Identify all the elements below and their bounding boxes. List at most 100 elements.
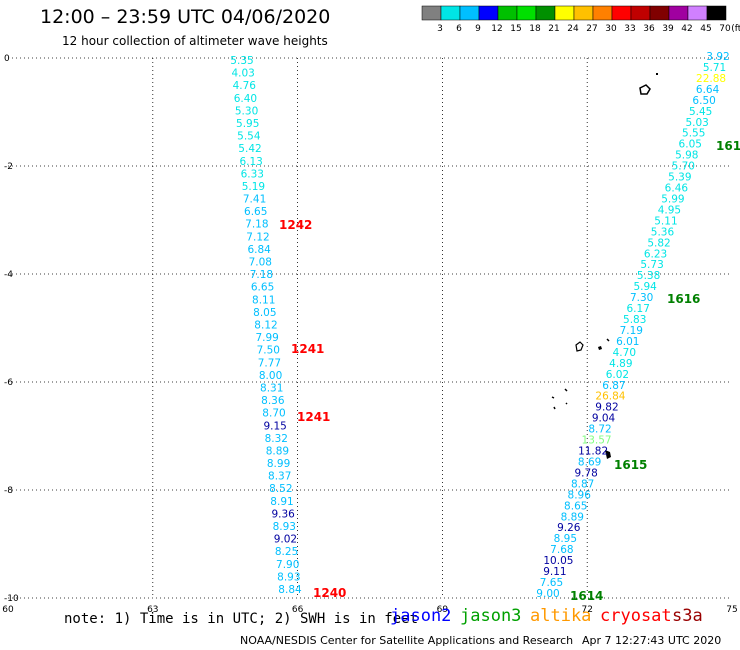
swh-reading: 5.54: [237, 131, 261, 143]
legend-swatch: [516, 5, 537, 21]
altimeter-tracks: 5.354.034.766.405.305.955.545.426.136.33…: [230, 51, 729, 600]
swh-reading: 5.39: [668, 172, 691, 184]
swh-reading: 7.41: [243, 194, 266, 206]
swh-reading: 6.65: [244, 206, 267, 218]
legend-tick-label: 33: [624, 24, 635, 34]
legend-swatch: [421, 5, 442, 21]
island-shape: [605, 450, 611, 459]
longitude-tick-label: 60: [2, 605, 14, 615]
latitude-tick-label: 0: [4, 54, 10, 64]
swh-reading: 8.25: [275, 546, 298, 558]
swh-reading: 5.35: [230, 55, 253, 67]
legend-swatch: [649, 5, 670, 21]
swh-reading: 6.50: [692, 95, 715, 107]
legend-tick-label: 9: [475, 24, 481, 34]
swh-reading: 8.93: [277, 571, 300, 583]
swh-reading: 8.96: [568, 489, 592, 501]
legend-tick-label: 39: [662, 24, 674, 34]
swh-reading: 7.68: [550, 544, 573, 556]
legend-swatch: [478, 5, 499, 21]
legend-tick-label: 3: [437, 24, 443, 34]
latitude-tick-label: -6: [4, 378, 13, 388]
swh-reading: 5.94: [633, 281, 657, 293]
legend-tick-label: 45: [700, 24, 711, 34]
swh-reading: 5.99: [661, 193, 684, 205]
swh-reading: 5.19: [242, 181, 265, 193]
page-title: 12:00 – 23:59 UTC 04/06/2020: [40, 6, 331, 28]
coastline: [551, 73, 658, 459]
legend-swatch: [706, 5, 727, 21]
legend-tick-label: 70: [719, 24, 731, 34]
legend-swatch: [611, 5, 632, 21]
swh-reading: 22.88: [696, 73, 726, 85]
island-shape: [575, 341, 584, 352]
swh-reading: 5.55: [682, 128, 705, 140]
swh-reading: 5.36: [651, 226, 675, 238]
swh-reading: 5.98: [675, 150, 698, 162]
swh-reading: 9.26: [557, 522, 581, 534]
swh-reading: 8.84: [278, 584, 302, 596]
swh-reading: 4.03: [231, 68, 254, 80]
legend-tick-label: 6: [456, 24, 462, 34]
swh-reading: 8.91: [270, 496, 293, 508]
legend-tick-label: 42: [681, 24, 692, 34]
longitude-tick-label: 75: [726, 605, 737, 615]
swh-reading: 4.89: [609, 358, 632, 370]
swh-reading: 4.70: [613, 347, 636, 359]
swh-reading: 8.72: [588, 424, 611, 436]
longitude-tick-label: 63: [147, 605, 158, 615]
time-labels: 1242 1241 1241 1240 161 1616 1615 1614: [279, 139, 740, 603]
legend-swatch: [592, 5, 613, 21]
swh-reading: 5.45: [689, 106, 712, 118]
swh-reading: 3.92: [706, 51, 729, 63]
swh-reading: 8.31: [260, 382, 283, 394]
swh-reading: 8.00: [259, 370, 282, 382]
legend-swatch: [668, 5, 689, 21]
longitude-tick-label: 72: [581, 605, 592, 615]
legend-unit: (ft): [731, 24, 740, 34]
pass-time-label: 1240: [313, 586, 346, 600]
swh-reading: 6.01: [616, 336, 639, 348]
swh-reading: 5.82: [647, 237, 670, 249]
legend-tick-label: 36: [643, 24, 655, 34]
pass-time-label: 1614: [570, 589, 603, 603]
longitude-tick-label: 69: [437, 605, 449, 615]
legend-swatch: [554, 5, 575, 21]
pass-time-label: 161: [716, 139, 740, 153]
pass-time-label: 1241: [291, 342, 324, 356]
legend-swatch: [497, 5, 518, 21]
longitude-tick-label: 66: [292, 605, 304, 615]
swh-reading: 9.78: [574, 467, 597, 479]
swh-reading: 5.73: [640, 259, 663, 271]
legend-tick-label: 18: [529, 24, 541, 34]
swh-reading: 26.84: [595, 391, 625, 403]
island-shape: [639, 84, 651, 95]
swh-reading: 5.83: [623, 314, 646, 326]
swh-reading: 7.90: [276, 559, 299, 571]
legend-swatch: [440, 5, 461, 21]
swh-reading: 6.33: [241, 168, 264, 180]
swh-reading: 5.30: [235, 105, 258, 117]
swh-reading: 6.23: [644, 248, 667, 260]
swh-reading: 7.99: [255, 332, 278, 344]
swh-reading: 8.12: [254, 320, 277, 332]
legend-swatch: [630, 5, 651, 21]
swh-reading: 8.69: [578, 456, 601, 468]
swh-reading: 6.64: [696, 84, 720, 96]
latitude-tick-label: -2: [4, 162, 13, 172]
page-subtitle: 12 hour collection of altimeter wave hei…: [62, 34, 328, 48]
swh-reading: 5.70: [672, 161, 695, 173]
swh-reading: 6.13: [239, 156, 262, 168]
latitude-tick-label: -4: [4, 270, 13, 280]
swh-reading: 8.70: [262, 408, 285, 420]
swh-reading: 9.82: [595, 402, 618, 414]
swh-reading: 8.89: [561, 511, 584, 523]
swh-reading: 7.18: [245, 219, 268, 231]
swh-reading: 8.37: [268, 471, 291, 483]
swh-reading: 7.18: [250, 269, 273, 281]
swh-reading: 7.19: [620, 325, 643, 337]
legend-tick-label: 12: [491, 24, 502, 34]
swh-reading: 6.65: [251, 282, 274, 294]
